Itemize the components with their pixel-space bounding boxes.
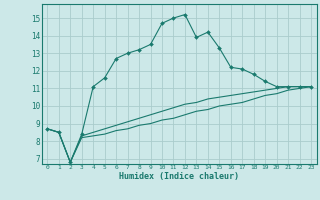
X-axis label: Humidex (Indice chaleur): Humidex (Indice chaleur) <box>119 172 239 181</box>
